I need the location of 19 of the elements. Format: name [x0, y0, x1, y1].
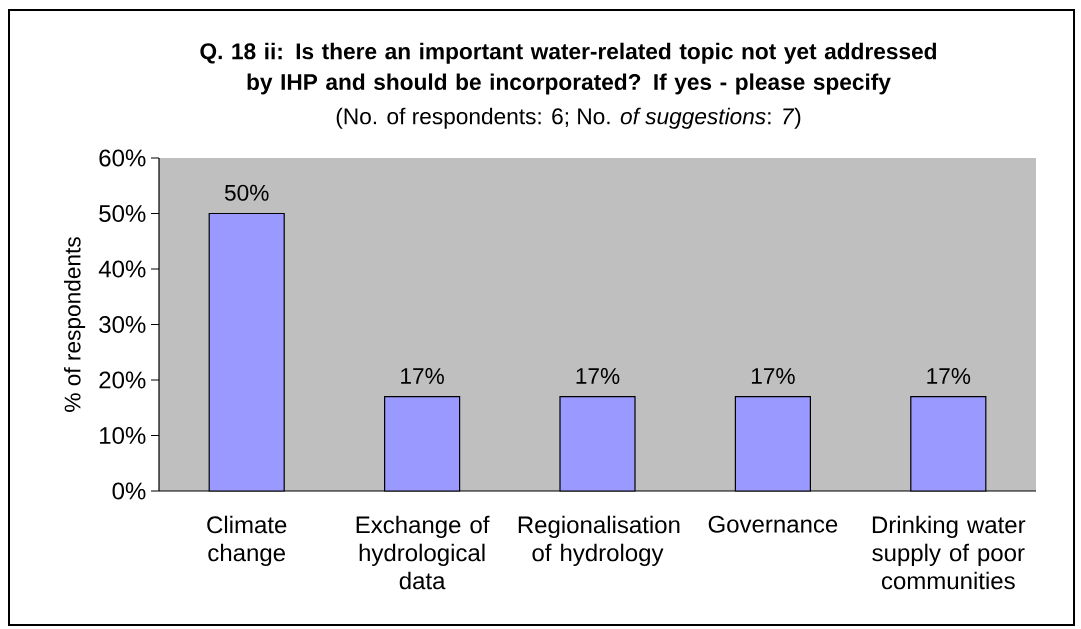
y-tick-label: 60%	[99, 149, 146, 167]
y-tick-label: 40%	[98, 260, 146, 278]
x-tick-label: Exchange of hydrological data	[356, 515, 490, 590]
data-label: 17%	[576, 368, 620, 384]
x-tick-label: Regionalisation of hydrology	[518, 515, 680, 567]
y-tick-label: 10%	[100, 426, 146, 444]
y-tick-label: 30%	[99, 315, 146, 333]
y-axis-title: % of respondents	[63, 237, 86, 412]
x-tick-label: Governance	[708, 515, 838, 533]
data-label: 17%	[401, 368, 444, 384]
x-tick-label: Drinking water supply of poor communities	[872, 515, 1026, 590]
x-tick-label: Climate change	[207, 515, 287, 567]
data-label: 50%	[224, 184, 269, 201]
y-tick-label: 0%	[112, 482, 146, 500]
y-tick-label: 20%	[99, 371, 146, 389]
data-label: 17%	[751, 368, 795, 384]
chart-subtitle: (No. of respondents: 6; No. of suggestions: 7)	[336, 107, 801, 129]
y-tick-label: 50%	[99, 204, 146, 222]
data-label: 17%	[927, 368, 971, 384]
